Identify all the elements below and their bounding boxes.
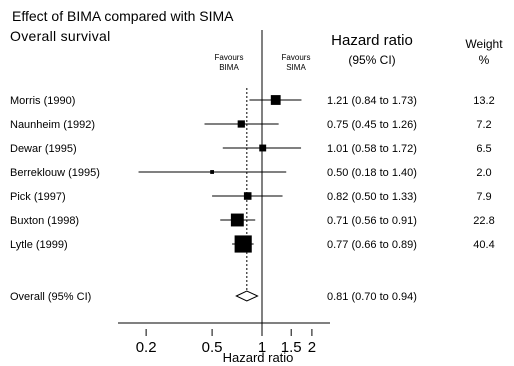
x-tick-label: 0.2 (136, 339, 157, 356)
x-axis-label: Hazard ratio (223, 350, 294, 365)
favours-left-label: Favours BIMA (215, 53, 244, 72)
x-tick-label: 2 (308, 339, 316, 356)
x-tick-label: 1.5 (281, 339, 302, 356)
study-name: Morris (1990) (10, 95, 75, 107)
study-name: Dewar (1995) (10, 143, 77, 155)
overall-hazard-ratio-value: 0.81 (0.70 to 0.94) (327, 291, 417, 303)
overall-label: Overall (95% CI) (10, 291, 91, 303)
study-name: Lytle (1999) (10, 239, 68, 251)
point-estimate-square (237, 120, 245, 128)
point-estimate-square (243, 192, 252, 200)
hazard-ratio-value: 0.75 (0.45 to 1.26) (327, 119, 417, 131)
study-name: Pick (1997) (10, 191, 66, 203)
hazard-ratio-value: 0.77 (0.66 to 0.89) (327, 239, 417, 251)
weight-value: 22.8 (473, 215, 494, 227)
x-tick-label: 0.5 (202, 339, 223, 356)
weight-header: Weight (465, 37, 503, 51)
hazard-ratio-value: 0.71 (0.56 to 0.91) (327, 215, 417, 227)
x-tick-label: 1 (258, 339, 266, 356)
weight-value: 6.5 (476, 143, 491, 155)
overall-diamond (235, 290, 259, 302)
favours-right-label: Favours SIMA (282, 53, 311, 72)
hazard-ratio-value: 1.21 (0.84 to 1.73) (327, 95, 417, 107)
study-rows: Morris (1990) 1.21 (0.84 to 1.73) 13.2 Naun… (10, 95, 495, 303)
weight-unit: % (479, 53, 490, 67)
weight-value: 40.4 (473, 239, 494, 251)
point-estimate-square (259, 144, 267, 152)
point-estimate-square (234, 235, 252, 253)
chart-title: Effect of BIMA compared with SIMA (12, 8, 234, 24)
hazard-ratio-value: 1.01 (0.58 to 1.72) (327, 143, 417, 155)
hazard-ratio-value: 0.82 (0.50 to 1.33) (327, 191, 417, 203)
hazard-ratio-value: 0.50 (0.18 to 1.40) (327, 167, 417, 179)
hazard-ratio-header: Hazard ratio (331, 32, 413, 49)
weight-value: 7.2 (476, 119, 491, 131)
weight-value: 13.2 (473, 95, 494, 107)
study-name: Buxton (1998) (10, 215, 79, 227)
study-name: Naunheim (1992) (10, 119, 95, 131)
x-axis: 0.2 0.5 1 1.5 2 (136, 329, 316, 356)
weight-value: 7.9 (476, 191, 491, 203)
point-estimate-square (230, 213, 244, 227)
weight-value: 2.0 (476, 167, 491, 179)
point-estimate-square (210, 170, 215, 174)
ci-subheader: (95% CI) (348, 53, 395, 67)
study-name: Berreklouw (1995) (10, 167, 100, 179)
point-estimate-square (270, 95, 281, 105)
chart-subtitle: Overall survival (10, 28, 111, 44)
